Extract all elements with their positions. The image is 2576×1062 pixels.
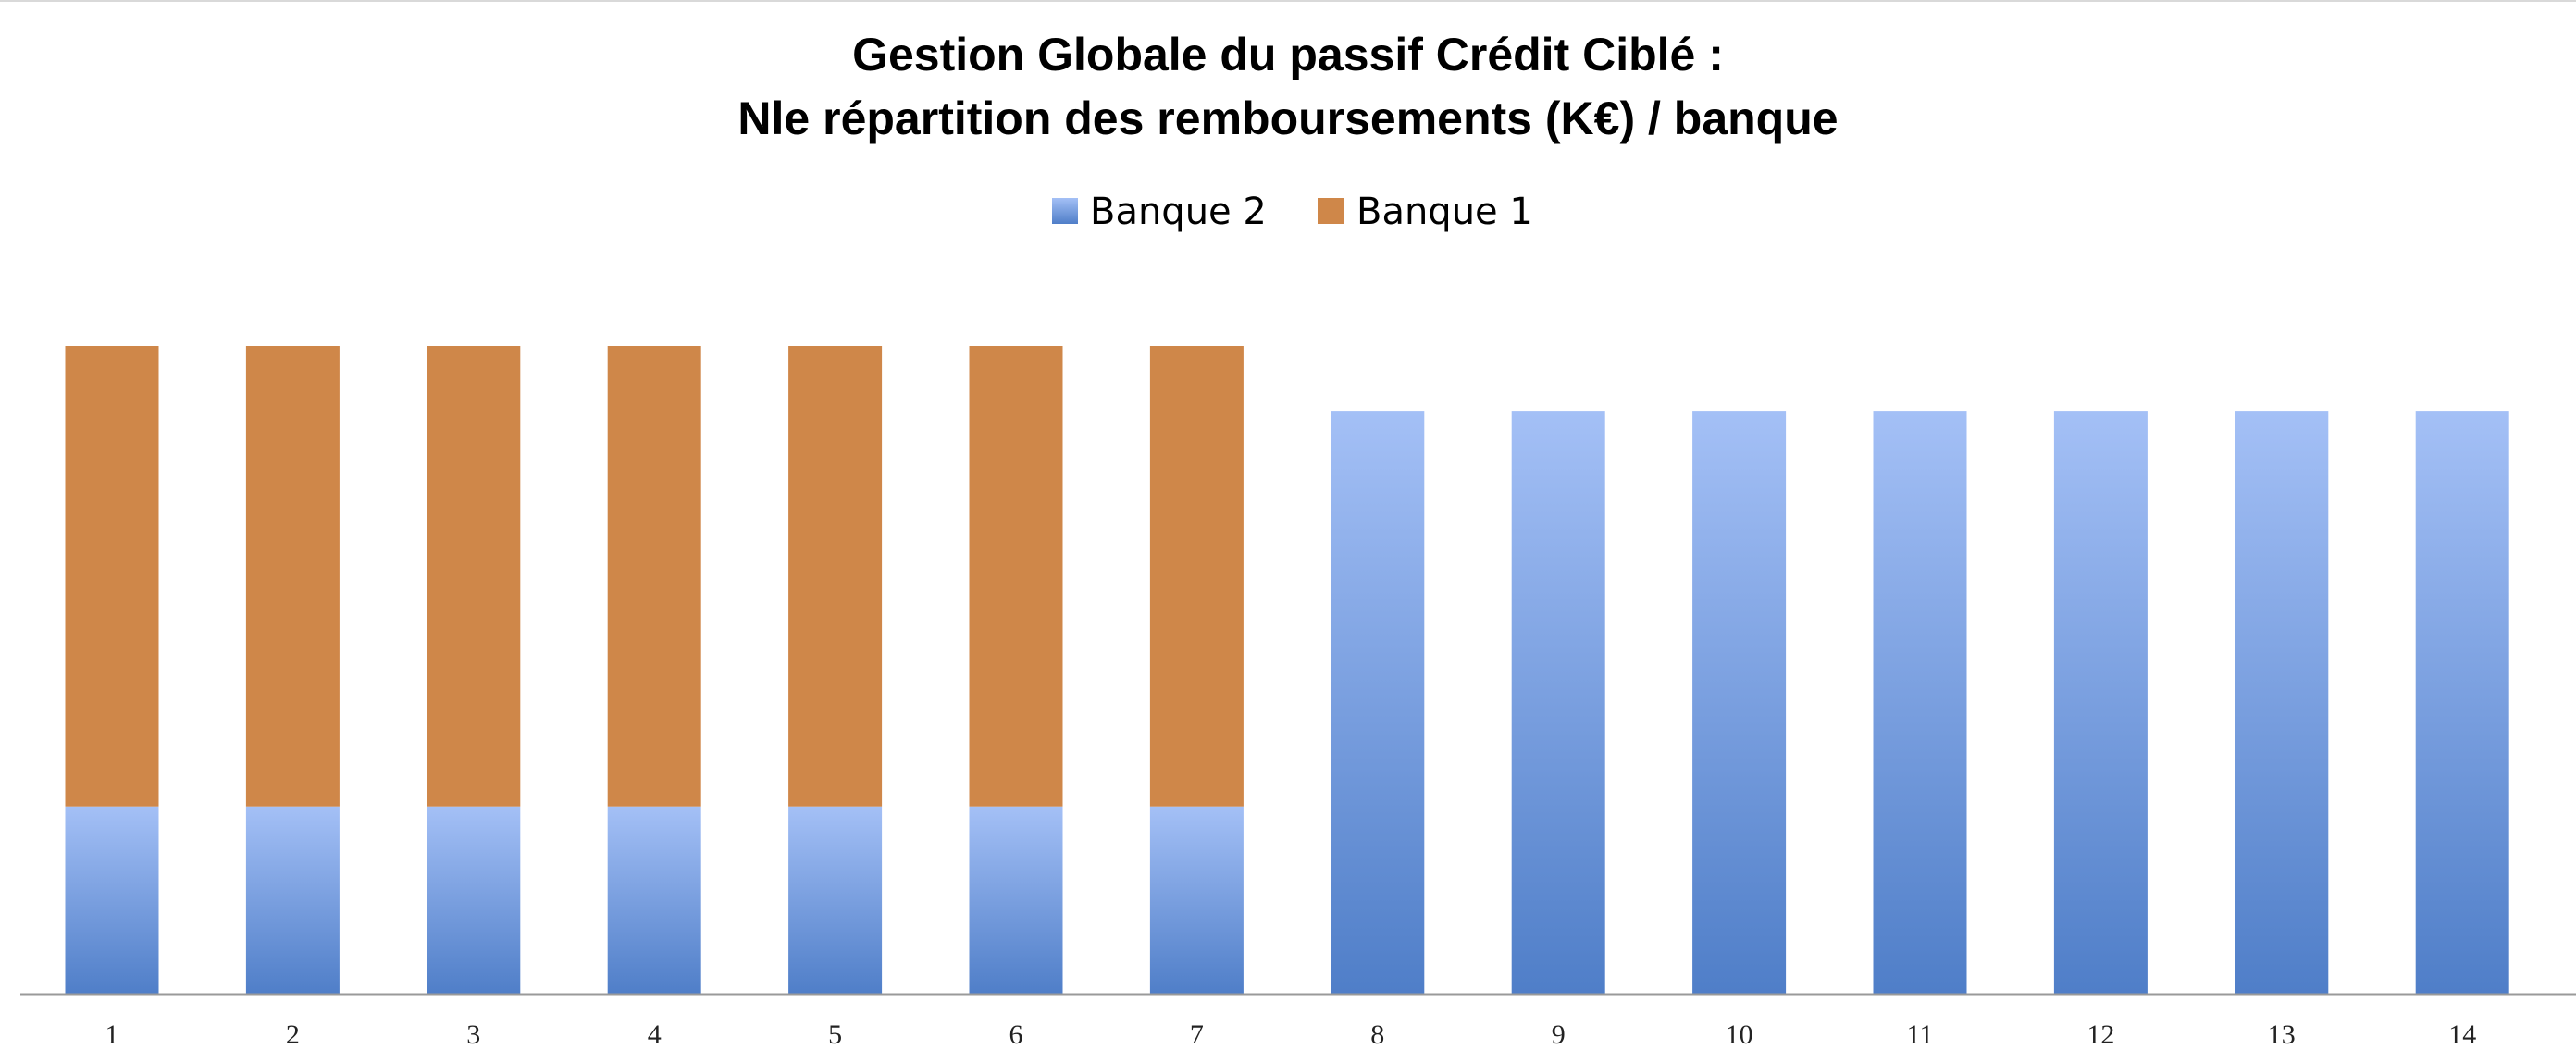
x-tick-label-13: 13 [2268, 1019, 2296, 1050]
bar-banque-1-2 [245, 346, 340, 807]
x-tick-label-6: 6 [1009, 1019, 1023, 1050]
bar-banque-2-9 [1511, 411, 1605, 995]
chart-title-line-2: Nle répartition des remboursements (K€) … [737, 93, 1838, 144]
x-tick-label-2: 2 [286, 1019, 300, 1050]
bar-banque-2-4 [607, 806, 701, 994]
bar-banque-2-3 [427, 806, 521, 994]
legend-swatch-banque-1 [1318, 198, 1344, 224]
x-tick-label-12: 12 [2087, 1019, 2114, 1050]
bar-banque-2-7 [1149, 806, 1244, 994]
bar-banque-2-10 [1692, 411, 1787, 995]
bar-banque-1-7 [1149, 346, 1244, 807]
x-tick-label-11: 11 [1907, 1019, 1934, 1050]
bar-banque-1-5 [788, 346, 883, 807]
bar-banque-1-6 [969, 346, 1063, 807]
bar-banque-2-14 [2415, 411, 2509, 995]
x-tick-label-8: 8 [1370, 1019, 1384, 1050]
chart-title-line-1: Gestion Globale du passif Crédit Ciblé : [852, 29, 1724, 80]
bars-group [65, 346, 2509, 995]
bar-banque-1-1 [65, 346, 159, 807]
legend-label-banque-1: Banque 1 [1356, 191, 1533, 233]
x-tick-label-1: 1 [105, 1019, 119, 1050]
bar-banque-2-11 [1873, 411, 1967, 995]
bar-banque-2-1 [65, 806, 159, 994]
bar-banque-2-8 [1331, 411, 1425, 995]
x-tick-label-10: 10 [1726, 1019, 1753, 1050]
x-tick-label-3: 3 [466, 1019, 480, 1050]
bar-banque-1-3 [427, 346, 521, 807]
legend-label-banque-2: Banque 2 [1090, 191, 1267, 233]
x-tick-label-7: 7 [1190, 1019, 1204, 1050]
x-tick-label-9: 9 [1552, 1019, 1566, 1050]
bar-banque-2-5 [788, 806, 883, 994]
bar-banque-2-2 [245, 806, 340, 994]
bar-banque-2-12 [2053, 411, 2148, 995]
legend-swatch-banque-2 [1052, 198, 1078, 224]
bar-banque-2-13 [2235, 411, 2329, 995]
x-tick-label-14: 14 [2448, 1019, 2476, 1050]
legend: Banque 2 Banque 1 [1052, 191, 1533, 233]
x-tick-label-4: 4 [648, 1019, 662, 1050]
bar-banque-2-6 [969, 806, 1063, 994]
bar-banque-1-4 [607, 346, 701, 807]
x-tick-labels: 1 2 3 4 5 6 7 8 9 10 11 12 13 14 [105, 1019, 2477, 1050]
x-tick-label-5: 5 [828, 1019, 842, 1050]
